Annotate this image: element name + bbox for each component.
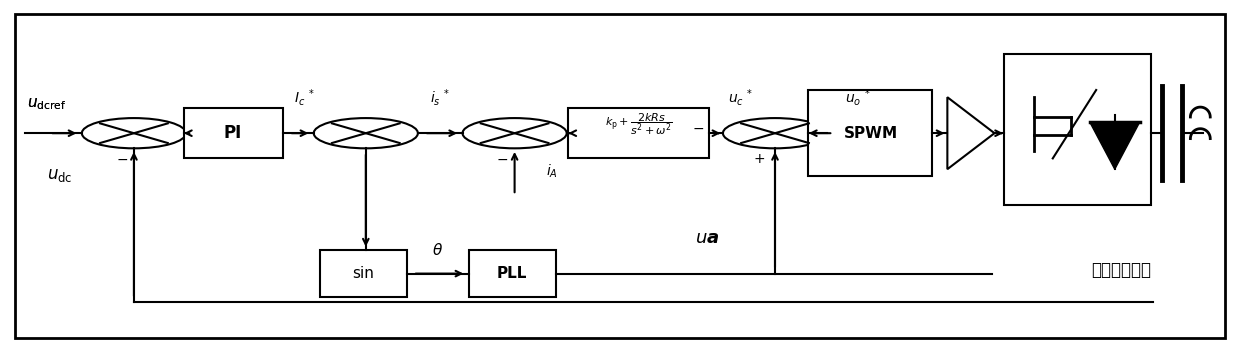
Text: $k_{\rm p}+\dfrac{2kRs}{s^2+\omega^2}$: $k_{\rm p}+\dfrac{2kRs}{s^2+\omega^2}$ <box>605 112 672 137</box>
Text: $u_{\rm dc}$: $u_{\rm dc}$ <box>47 166 72 184</box>
Bar <box>320 250 407 297</box>
Text: 电网电压采集: 电网电压采集 <box>1091 261 1151 279</box>
Text: $-$: $-$ <box>496 152 508 166</box>
Text: $+$: $+$ <box>753 152 765 166</box>
Text: PI: PI <box>224 124 242 142</box>
Text: $u_o\,{}^*$: $u_o\,{}^*$ <box>846 87 870 108</box>
Bar <box>1004 54 1151 205</box>
Bar <box>184 108 283 158</box>
Text: $u_{\rm dcref}$: $u_{\rm dcref}$ <box>27 96 67 112</box>
Text: $-$: $-$ <box>692 121 704 135</box>
Text: $I_c\,{}^*$: $I_c\,{}^*$ <box>294 87 315 108</box>
Text: sin: sin <box>352 266 374 281</box>
Text: $i_A$: $i_A$ <box>546 163 558 180</box>
Text: PLL: PLL <box>497 266 527 281</box>
Text: $u_c\,{}^*$: $u_c\,{}^*$ <box>728 87 753 108</box>
Bar <box>568 108 709 158</box>
Text: $i_s\,{}^*$: $i_s\,{}^*$ <box>430 87 450 108</box>
Text: SPWM: SPWM <box>843 126 898 141</box>
Text: $-$: $-$ <box>115 152 128 166</box>
Bar <box>469 250 556 297</box>
Text: $\mathbf{\mathit{u}}$a: $\mathbf{\mathit{u}}$a <box>694 229 719 247</box>
Polygon shape <box>1090 122 1140 169</box>
Bar <box>808 90 932 176</box>
Text: $u_{\rm dcref}$: $u_{\rm dcref}$ <box>27 96 67 112</box>
Text: $\theta$: $\theta$ <box>433 242 443 258</box>
